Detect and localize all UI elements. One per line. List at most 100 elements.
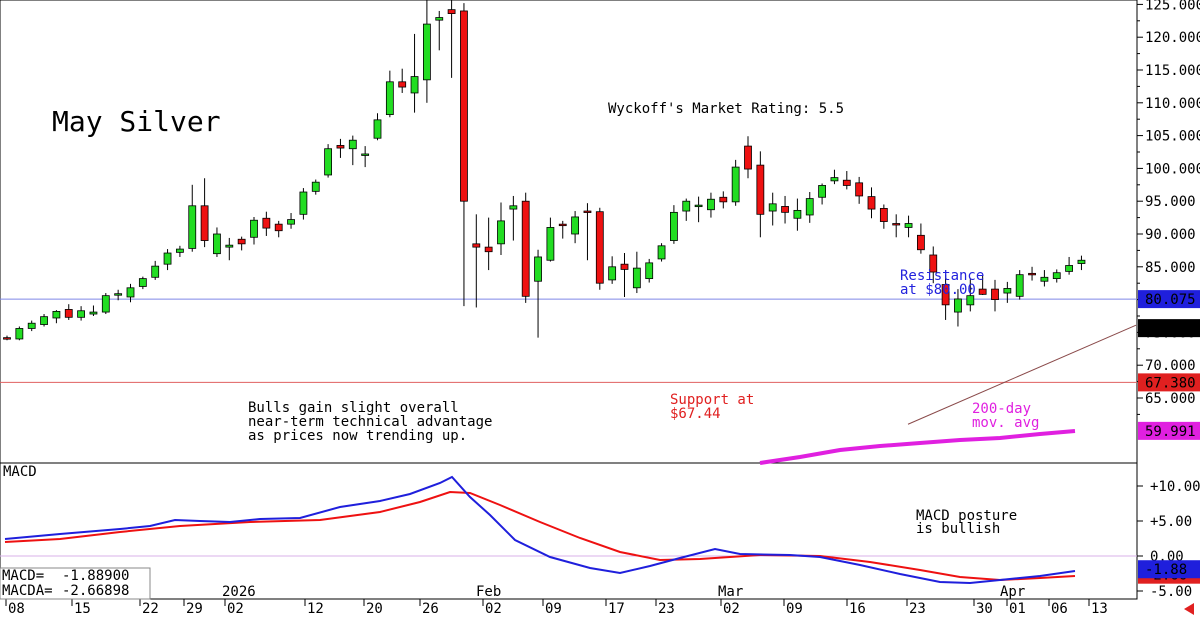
- x-tick-label: 23: [658, 601, 675, 617]
- month-label-feb: Feb: [476, 584, 501, 600]
- candle-body: [40, 316, 48, 325]
- x-tick-label: 29: [186, 601, 203, 617]
- candle-body: [904, 223, 913, 228]
- ma-200-line: [759, 429, 1076, 465]
- candle-body: [52, 311, 61, 319]
- candle-body: [336, 145, 345, 149]
- candle-body: [398, 81, 407, 88]
- x-tick-label: 26: [422, 601, 439, 617]
- candle-body: [1052, 272, 1061, 280]
- candle-body: [719, 196, 728, 203]
- macda-legend-label: MACDA=: [2, 583, 53, 599]
- candle-body: [126, 287, 135, 298]
- comment-line-1: Bulls gain slight overall: [248, 400, 459, 416]
- candle-body: [274, 223, 283, 232]
- x-tick-label: 08: [8, 601, 25, 617]
- candle-body: [262, 217, 271, 229]
- candle-body: [756, 164, 765, 215]
- candle-body: [385, 81, 394, 116]
- candle-body: [163, 252, 172, 265]
- month-label-2026: 2026: [222, 584, 256, 600]
- candle-body: [324, 148, 333, 176]
- x-tick-label: 23: [909, 601, 926, 617]
- candle-body: [15, 328, 24, 340]
- candle-body: [175, 248, 184, 253]
- scroll-left-arrow-icon[interactable]: [1184, 603, 1194, 615]
- candle-body: [27, 322, 36, 329]
- price-y-tick-label: 120.000: [1145, 30, 1200, 46]
- candle-body: [225, 244, 234, 248]
- macd-title: MACD: [3, 464, 37, 480]
- support-label: Support at: [670, 392, 754, 408]
- price-value-label-bg: [1138, 290, 1200, 309]
- candle-body: [892, 223, 901, 226]
- x-tick-label: 22: [142, 601, 159, 617]
- candle-body: [1003, 288, 1012, 294]
- candle-body: [200, 205, 209, 241]
- month-label-mar: Mar: [718, 584, 743, 600]
- candle-body: [311, 181, 320, 192]
- price-y-tick-label: 110.000: [1145, 96, 1200, 112]
- candle-body: [472, 243, 481, 248]
- macda-signal-line: [4, 490, 1076, 582]
- x-tick-label: 17: [608, 601, 625, 617]
- macd-legend-value: -1.88900: [62, 568, 129, 584]
- x-tick-label: 02: [227, 601, 244, 617]
- price-value-label: 75.650: [1145, 321, 1196, 337]
- macd-panel-frame: [0, 462, 1138, 600]
- x-tick-label: 02: [485, 601, 502, 617]
- candle-body: [620, 263, 629, 270]
- candle-body: [941, 284, 950, 306]
- candle-body: [842, 179, 851, 186]
- price-y-tick-label: 115.000: [1145, 63, 1200, 79]
- candle-body: [521, 200, 530, 297]
- candle-body: [744, 145, 752, 170]
- x-tick-label: 16: [849, 601, 866, 617]
- price-y-tick-label: 65.000: [1145, 391, 1196, 407]
- price-y-tick-label: 95.000: [1145, 194, 1196, 210]
- candle-body: [114, 293, 123, 296]
- month-label-apr: Apr: [1000, 584, 1025, 600]
- candle-body: [978, 288, 987, 295]
- candle-body: [484, 246, 493, 253]
- candle-body: [151, 265, 160, 278]
- price-value-label: 67.380: [1145, 375, 1196, 391]
- candle-body: [558, 223, 567, 227]
- candle-body: [89, 311, 98, 315]
- candle-body: [670, 211, 678, 241]
- price-y-tick-label: 85.000: [1145, 260, 1196, 276]
- candle-body: [645, 262, 654, 280]
- candle-body: [1077, 259, 1086, 264]
- x-tick-label: 13: [1091, 601, 1108, 617]
- comment-line-3: as prices now trending up.: [248, 428, 467, 444]
- x-tick-label: 06: [1051, 601, 1068, 617]
- candle-body: [608, 266, 617, 281]
- candle-body: [929, 254, 938, 273]
- price-y-tick-label: 105.000: [1145, 129, 1200, 145]
- candle-body: [632, 267, 641, 289]
- candle-body: [805, 198, 814, 216]
- candle-body: [534, 256, 542, 282]
- candle-body: [361, 153, 370, 156]
- candle-body: [731, 166, 740, 203]
- x-tick-label: 30: [976, 601, 993, 617]
- price-value-label: 80.075: [1145, 292, 1196, 308]
- macd-legend-label: MACD=: [2, 568, 44, 584]
- price-value-label: 59.991: [1145, 424, 1196, 440]
- macd-value-label-bg: [1138, 560, 1200, 579]
- price-y-tick-label: 125.000: [1145, 0, 1200, 13]
- candle-body: [373, 119, 382, 139]
- candle-body: [657, 245, 666, 260]
- price-y-tick-label: 90.000: [1145, 227, 1196, 243]
- candle-body: [3, 337, 11, 340]
- x-tick-label: 20: [366, 601, 383, 617]
- candle-body: [818, 185, 826, 198]
- candle-body: [1065, 265, 1073, 272]
- candle-body: [213, 233, 221, 255]
- macd-value-label: -1.88: [1145, 562, 1187, 578]
- price-value-label-bg: [1138, 319, 1200, 338]
- candle-body: [583, 210, 592, 213]
- x-tick-label: 12: [307, 601, 324, 617]
- candle-body: [682, 200, 691, 212]
